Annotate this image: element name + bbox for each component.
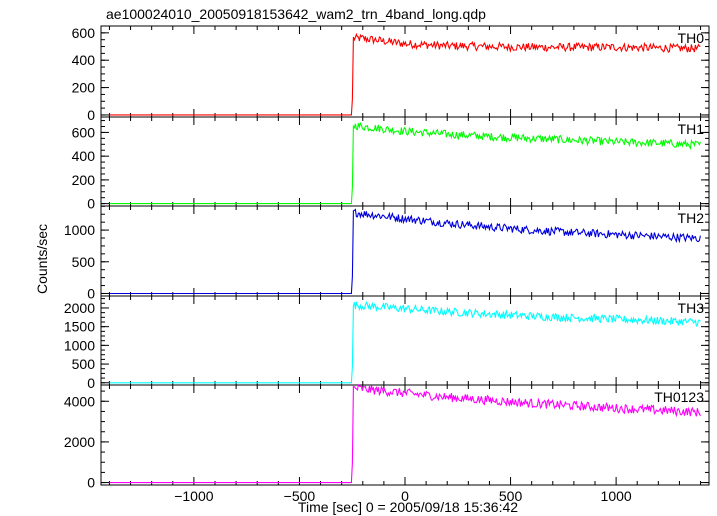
panel-frame — [100, 384, 710, 486]
y-tick-label: 1000 — [64, 222, 95, 238]
y-tick-label: 4000 — [64, 393, 95, 409]
y-tick-label: 0 — [87, 475, 95, 491]
series-line-th2 — [109, 208, 701, 295]
y-tick-label: 0 — [87, 196, 95, 212]
x-tick-label: −1000 — [174, 488, 214, 504]
panel-frame — [100, 116, 710, 207]
x-tick-label: 500 — [499, 488, 523, 504]
series-line-th0 — [109, 32, 701, 116]
panels-group: 0 200 400 600 TH0 0 200 400 600 TH1 0 500 1000 TH2 0 50… — [64, 25, 710, 504]
panel-th0: 0 200 400 600 TH0 — [72, 25, 710, 123]
series-label: TH2 — [678, 210, 705, 226]
panel-th3: 0 500 1000 1500 2000 TH3 — [64, 295, 710, 391]
series-label: TH1 — [678, 121, 705, 137]
panel-frame — [100, 25, 710, 118]
y-tick-label: 600 — [72, 124, 96, 140]
series-label: TH0 — [678, 30, 705, 46]
y-tick-label: 200 — [72, 172, 96, 188]
y-tick-label: 1500 — [64, 319, 95, 335]
y-tick-label: 400 — [72, 148, 96, 164]
y-tick-label: 400 — [72, 52, 96, 68]
panel-th1: 0 200 400 600 TH1 — [72, 116, 710, 212]
panel-th2: 0 500 1000 TH2 — [64, 205, 710, 301]
panel-th0123: 0 2000 4000 −1000 −500 0 500 1000 TH0123 — [64, 383, 710, 504]
y-tick-label: 0 — [87, 285, 95, 301]
y-tick-label: 0 — [87, 107, 95, 123]
x-axis-label: Time [sec] 0 = 2005/09/18 15:36:42 — [298, 499, 518, 515]
series-line-th0123 — [109, 383, 701, 484]
y-tick-label: 2000 — [64, 434, 95, 450]
series-label: TH3 — [678, 300, 705, 316]
series-line-th1 — [109, 121, 701, 205]
x-tick-label: −500 — [284, 488, 316, 504]
y-tick-label: 2000 — [64, 300, 95, 316]
y-tick-label: 200 — [72, 80, 96, 96]
y-tick-label: 0 — [87, 375, 95, 391]
series-label: TH0123 — [654, 389, 704, 405]
y-tick-label: 1000 — [64, 337, 95, 353]
series-line-th3 — [109, 300, 701, 384]
y-tick-label: 500 — [72, 356, 96, 372]
y-tick-label: 600 — [72, 25, 96, 41]
figure-title: ae100024010_20050918153642_wam2_trn_4ban… — [106, 6, 486, 22]
x-tick-label: 1000 — [601, 488, 632, 504]
y-axis-label: Counts/sec — [34, 224, 50, 294]
y-tick-label: 500 — [72, 254, 96, 270]
x-tick-label: 0 — [401, 488, 409, 504]
